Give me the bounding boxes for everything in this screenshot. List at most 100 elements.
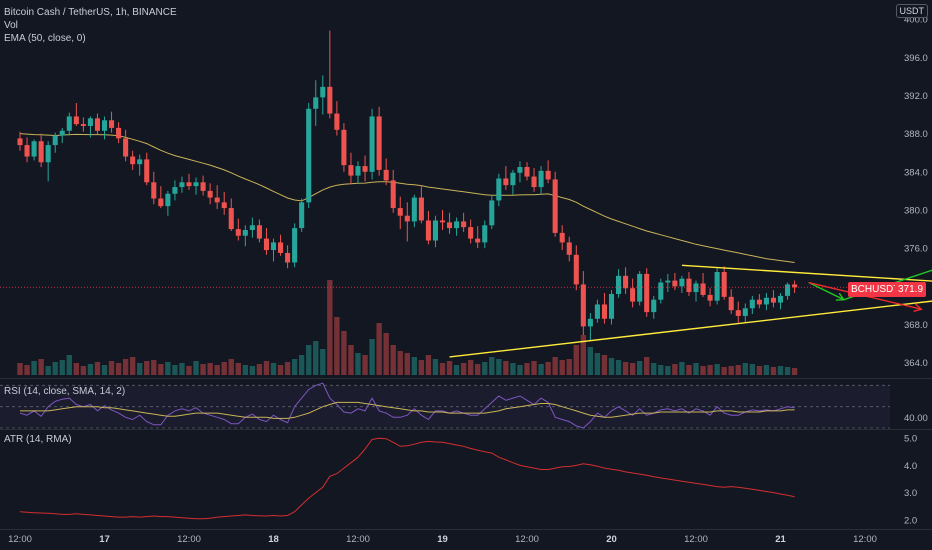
volume-bar [651, 363, 657, 375]
candle-body [707, 294, 713, 301]
candle [334, 101, 340, 136]
candle [468, 219, 474, 244]
y-axis-tick-label: 380.0 [904, 205, 928, 216]
candle [594, 299, 600, 323]
candle-body [524, 167, 530, 177]
volume-bar [482, 362, 488, 375]
volume-bar [644, 357, 650, 375]
symbol-title[interactable]: Bitcoin Cash / TetherUS, 1h, BINANCE [4, 7, 177, 18]
candle-body [665, 280, 671, 283]
volume-bar [636, 361, 643, 375]
candle [404, 202, 410, 242]
candle [686, 272, 692, 296]
candle-body [728, 296, 734, 311]
y-axis-tick-label: 364.0 [904, 358, 928, 369]
candle-body [679, 278, 685, 287]
candle [679, 275, 685, 294]
volume-bar [777, 366, 784, 375]
volume-bar [749, 364, 756, 375]
candle-body [686, 278, 692, 293]
candle [608, 290, 615, 325]
candle [482, 220, 488, 249]
volume-bar [770, 367, 777, 375]
volume-bar [545, 362, 551, 375]
candle [517, 161, 523, 183]
candle-body [172, 187, 178, 194]
trend-line-upper [681, 264, 932, 282]
currency-button[interactable]: USDT [895, 4, 928, 18]
volume-bar [735, 365, 741, 375]
volume-bar [80, 366, 87, 375]
candle [235, 218, 241, 241]
y-axis-tick-label: 396.0 [904, 53, 928, 64]
candle [59, 127, 65, 144]
red-arrow-head [913, 303, 923, 313]
volume-bar [291, 359, 298, 375]
volume-bar [376, 323, 382, 375]
volume-bar [658, 365, 664, 375]
candle-body [475, 238, 481, 243]
volume-bar [277, 365, 284, 375]
volume-bar [362, 355, 368, 375]
candle [390, 169, 396, 213]
x-axis-tick-label: 12:00 [515, 534, 539, 545]
rsi-indicator-label[interactable]: RSI (14, close, SMA, 14, 2) [4, 386, 126, 397]
candle-body [73, 116, 79, 125]
candle [439, 209, 446, 231]
volume-bar [390, 345, 396, 375]
volume-bar [531, 361, 537, 375]
candle [158, 186, 164, 209]
candle [263, 228, 269, 255]
candle-body [355, 166, 361, 176]
candle-body [383, 169, 389, 181]
candle-body [580, 284, 586, 327]
volume-bar [446, 361, 453, 375]
candle-body [376, 116, 382, 170]
candle-body [700, 283, 706, 295]
volume-bar [679, 362, 685, 375]
candle [80, 117, 86, 132]
candle [672, 272, 678, 291]
volume-indicator-label[interactable]: Vol [4, 20, 18, 31]
candle-body [770, 297, 776, 303]
candle-body [151, 182, 157, 199]
candle [644, 268, 650, 317]
candle [306, 103, 312, 209]
rsi-line [19, 382, 795, 429]
x-axis-tick-label: 12:00 [177, 534, 201, 545]
candle [461, 212, 467, 232]
candle-body [756, 299, 762, 305]
candle [369, 108, 375, 180]
volume-bar [151, 360, 157, 375]
atr-axis-tick-label: 4.0 [904, 461, 917, 472]
volume-bar [73, 363, 80, 375]
candle-body [101, 120, 108, 131]
ema-indicator-label[interactable]: EMA (50, close, 0) [4, 33, 86, 44]
candle-body [608, 293, 615, 319]
candle [531, 167, 537, 192]
volume-bar [242, 365, 249, 375]
atr-indicator-label[interactable]: ATR (14, RMA) [4, 434, 72, 445]
symbol-price-label: BCHUSDT [848, 282, 903, 297]
candle-body [179, 182, 185, 188]
volume-bar [207, 363, 213, 375]
candle-body [552, 179, 558, 233]
volume-bar [355, 353, 361, 375]
candle [742, 303, 748, 323]
candle-body [616, 275, 622, 294]
candle [538, 166, 544, 195]
candle-body [496, 178, 502, 201]
volume-bar [608, 358, 615, 375]
candle-body [454, 221, 460, 229]
x-axis-tick-label: 12:00 [8, 534, 32, 545]
candle-body [52, 135, 58, 146]
candle [397, 196, 403, 230]
candle-body [24, 145, 30, 157]
candle-body [672, 280, 678, 287]
volume-bar [320, 349, 326, 375]
candle-body [130, 156, 136, 165]
candle-body [334, 113, 340, 130]
candle [66, 112, 72, 136]
volume-bar [432, 359, 439, 375]
